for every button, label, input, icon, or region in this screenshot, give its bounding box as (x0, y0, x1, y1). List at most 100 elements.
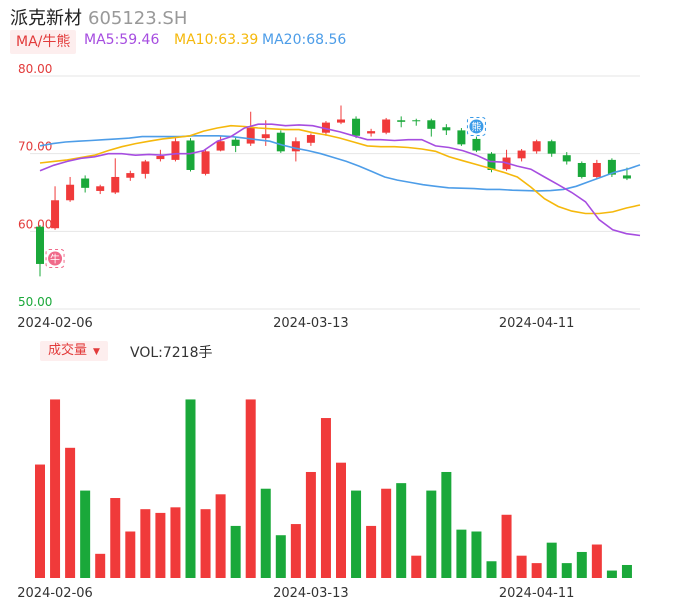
volume-date-tick-label: 2024-02-06 (17, 586, 93, 601)
volume-bar (351, 490, 362, 578)
volume-date-tick-label: 2024-04-11 (499, 586, 575, 601)
volume-value: VOL:7218手 (130, 345, 213, 361)
volume-bar (621, 564, 632, 578)
volume-bar (561, 563, 572, 578)
candle-body (352, 118, 361, 136)
candle-body (622, 175, 631, 179)
candle-body (231, 139, 240, 146)
bull-marker-dot (48, 251, 63, 266)
volume-bar (486, 561, 497, 578)
candle (141, 159, 150, 179)
volume-bar (305, 471, 316, 578)
price-tick-label: 60.00 (18, 217, 52, 231)
stock-name: 派克新材 (10, 8, 82, 29)
price-tick-label: 50.00 (18, 295, 52, 309)
candle-body (261, 134, 270, 139)
candle (427, 118, 436, 137)
volume-bar (471, 531, 482, 578)
ma5-line (39, 123, 641, 237)
volume-bar (546, 542, 557, 578)
candle-body (457, 130, 466, 145)
volume-bar (501, 514, 512, 578)
volume-bar (320, 418, 331, 578)
volume-bar (456, 529, 467, 578)
ma10-legend: MA10:63.39 (174, 32, 259, 48)
candle (276, 130, 285, 153)
ma10-line (39, 124, 641, 215)
ma20-legend: MA20:68.56 (262, 32, 347, 48)
candle (367, 128, 376, 137)
volume-bar (35, 464, 45, 578)
candle-body (96, 186, 105, 191)
candle (66, 176, 75, 202)
candle-body (517, 150, 526, 159)
candle (472, 136, 481, 153)
volume-bar (426, 490, 437, 578)
candle (457, 128, 466, 146)
bull-marker-label: 牛 (50, 253, 60, 266)
candle-body (337, 119, 345, 123)
price-tick-label: 70.00 (18, 140, 52, 154)
volume-bar (140, 509, 151, 578)
volume-indicator-tab[interactable]: 成交量 ▼ (40, 341, 108, 361)
candle (562, 152, 571, 165)
candle (517, 149, 526, 162)
volume-bar (411, 555, 422, 578)
stock-code: 605123.SH (88, 8, 188, 29)
candle-body (186, 140, 195, 170)
volume-bar (110, 498, 121, 578)
candle (96, 184, 105, 195)
candle (246, 111, 255, 146)
ma-indicator-tab[interactable]: MA/牛熊 (10, 30, 77, 54)
date-tick-label: 2024-04-11 (499, 316, 575, 331)
candle-body (246, 128, 255, 144)
candle-body (126, 173, 135, 178)
volume-bar (170, 507, 181, 578)
candle (126, 170, 135, 181)
volume-bar (576, 551, 587, 578)
candle-body (532, 141, 541, 152)
candle-body (306, 135, 315, 143)
volume-bar (290, 524, 301, 578)
candle-body (321, 122, 330, 133)
candle-body (111, 176, 120, 193)
price-tick-label: 80.00 (18, 62, 52, 76)
bull-marker: 牛 (45, 249, 65, 269)
candle-body (291, 141, 300, 152)
volume-bar (336, 462, 346, 578)
candle-body (141, 161, 150, 174)
volume-bar (65, 447, 76, 578)
candle (352, 116, 361, 139)
volume-bar (441, 471, 452, 578)
candle (111, 158, 120, 195)
bear-marker: 熊 (466, 116, 486, 136)
volume-bar (155, 512, 166, 578)
candle (81, 175, 90, 193)
candle-body (156, 155, 165, 160)
volume-bar (185, 399, 196, 578)
candle-body (276, 132, 285, 152)
candle-body (577, 162, 586, 177)
volume-bar (200, 509, 211, 578)
volume-date-tick-label: 2024-03-13 (273, 586, 349, 601)
bear-marker-dot (469, 119, 484, 134)
candle-body (412, 120, 421, 122)
candle-body (367, 131, 376, 134)
volume-bar (606, 570, 617, 578)
candle (201, 149, 210, 176)
volume-bar (80, 490, 91, 578)
volume-bar (215, 494, 226, 578)
candle (216, 136, 225, 152)
stock-title: 派克新材 605123.SH (10, 4, 187, 30)
candle-body (547, 141, 556, 154)
candle (532, 139, 541, 154)
bear-marker-label: 熊 (471, 120, 481, 133)
candle (291, 137, 300, 162)
candle-body (472, 138, 481, 151)
candle-body (442, 127, 451, 131)
volume-bar (95, 553, 106, 578)
volume-bar (591, 544, 602, 578)
volume-bar (125, 531, 136, 578)
candle-body (216, 141, 225, 151)
